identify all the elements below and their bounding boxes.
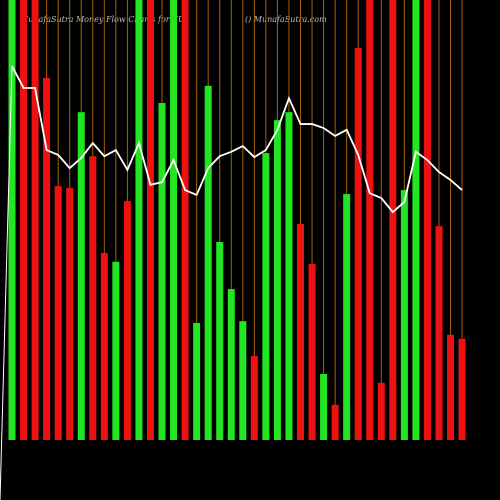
bar bbox=[262, 153, 270, 440]
bar bbox=[389, 0, 397, 440]
bar bbox=[204, 85, 212, 441]
bar bbox=[112, 261, 120, 440]
bar bbox=[77, 112, 85, 440]
bar bbox=[308, 264, 316, 440]
bar bbox=[89, 156, 97, 440]
bar bbox=[43, 77, 51, 440]
bar bbox=[377, 382, 385, 440]
bar bbox=[412, 0, 420, 440]
money-flow-line bbox=[11, 65, 463, 214]
bar bbox=[227, 289, 235, 440]
bar bbox=[216, 242, 224, 440]
bar bbox=[423, 0, 431, 440]
bar bbox=[100, 253, 108, 440]
bar bbox=[181, 0, 189, 440]
bar bbox=[193, 322, 201, 440]
chart-subtitle: () MunafaSutra.com bbox=[245, 15, 327, 24]
bar bbox=[8, 0, 16, 440]
bar bbox=[354, 47, 362, 441]
bar bbox=[54, 186, 62, 440]
lead-line bbox=[0, 65, 13, 500]
bar bbox=[250, 355, 258, 440]
bar bbox=[435, 226, 443, 440]
bar bbox=[123, 201, 131, 440]
bar bbox=[400, 190, 408, 440]
bar bbox=[447, 334, 455, 440]
bar bbox=[273, 120, 281, 441]
bar bbox=[66, 187, 74, 440]
bar bbox=[239, 321, 247, 440]
bar bbox=[458, 338, 466, 440]
bar bbox=[366, 0, 374, 440]
bar bbox=[343, 194, 351, 440]
bar bbox=[135, 0, 143, 440]
chart-title: MunafaSutra Money Flow Charts for EU bbox=[19, 15, 185, 24]
bar bbox=[146, 0, 154, 440]
bar bbox=[285, 112, 293, 440]
bar bbox=[320, 374, 328, 440]
bar bbox=[331, 404, 339, 440]
bar bbox=[20, 0, 28, 440]
bar bbox=[31, 0, 39, 440]
bar bbox=[170, 0, 178, 440]
bar bbox=[158, 102, 166, 441]
bar bbox=[297, 223, 304, 440]
